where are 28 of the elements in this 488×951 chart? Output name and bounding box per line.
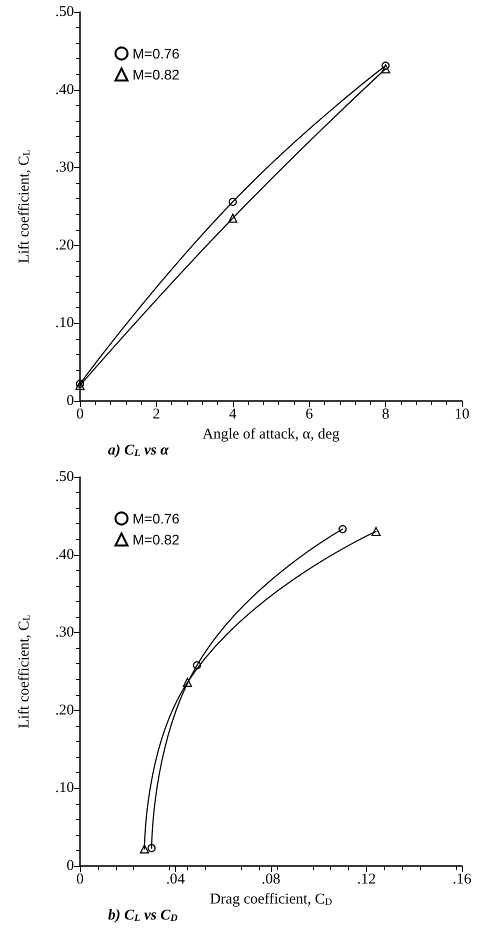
- y-tick-label: 0: [66, 858, 74, 874]
- y-tick-label: .50: [55, 4, 74, 20]
- y-tick-label: .20: [55, 702, 74, 718]
- x-tick-label: 6: [305, 406, 314, 422]
- x-axis-title: Angle of attack, α, deg: [202, 426, 340, 442]
- y-tick-label: 0: [66, 393, 74, 409]
- legend-label: M=0.82: [132, 532, 180, 548]
- y-tick-label: .50: [55, 469, 74, 485]
- x-tick-label: .04: [166, 872, 186, 888]
- legend-label: M=0.82: [132, 66, 180, 82]
- x-tick-label: 4: [229, 406, 238, 422]
- y-tick-label: .10: [55, 780, 74, 796]
- y-tick-label: .10: [55, 315, 74, 332]
- x-tick-label: .16: [452, 872, 472, 888]
- x-tick-label: 10: [454, 406, 470, 422]
- legend-label: M=0.76: [132, 510, 180, 526]
- y-tick-label: .20: [55, 237, 74, 254]
- x-tick-label: .12: [357, 872, 376, 888]
- y-tick-label: .30: [55, 624, 74, 641]
- y-tick-label: .40: [55, 546, 74, 563]
- y-tick-label: .40: [55, 82, 74, 98]
- y-axis-title: Lift coefficient, CL: [16, 150, 32, 264]
- x-tick-label: .08: [262, 872, 280, 888]
- y-tick-label: .30: [55, 160, 74, 176]
- x-tick-label: 2: [152, 406, 160, 422]
- legend-label: M=0.76: [132, 46, 180, 62]
- x-tick-label: 8: [382, 406, 390, 422]
- y-axis-title: Lift coefficient, CL: [16, 614, 32, 728]
